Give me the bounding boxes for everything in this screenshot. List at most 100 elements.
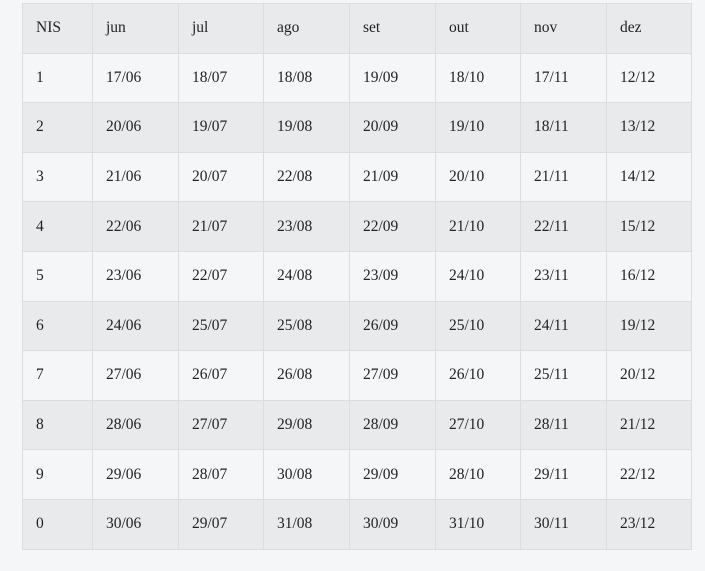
date-cell: 30/11 (520, 498, 607, 550)
date-cell: 31/10 (435, 498, 521, 550)
date-cell: 21/10 (435, 201, 521, 252)
nis-digit-cell: 5 (22, 250, 93, 302)
date-cell: 20/10 (435, 151, 521, 203)
date-cell: 19/07 (178, 102, 264, 153)
date-cell: 30/08 (263, 449, 350, 500)
date-cell: 31/08 (263, 498, 350, 550)
date-cell: 29/09 (349, 449, 436, 500)
date-cell: 27/10 (435, 399, 521, 451)
date-cell: 20/09 (349, 102, 436, 153)
date-cell: 29/11 (520, 449, 607, 500)
column-header: nov (520, 3, 607, 54)
nis-digit-cell: 0 (22, 498, 93, 550)
table-row: 1 17/06 18/07 18/08 19/09 18/10 17/11 12/12 (22, 52, 692, 104)
table-row: 2 20/06 19/07 19/08 20/09 19/10 18/11 13/12 (22, 102, 692, 153)
date-cell: 22/07 (178, 250, 264, 302)
nis-digit-cell: 7 (22, 350, 93, 401)
nis-digit-cell: 1 (22, 52, 93, 104)
date-cell: 26/09 (349, 300, 436, 352)
table-row: 7 27/06 26/07 26/08 27/09 26/10 25/11 20/12 (22, 350, 692, 401)
date-cell: 18/10 (435, 52, 521, 104)
column-header: set (349, 3, 436, 54)
date-cell: 23/12 (606, 498, 692, 550)
nis-digit-cell: 4 (22, 201, 93, 252)
date-cell: 14/12 (606, 151, 692, 203)
nis-digit-cell: 9 (22, 449, 93, 500)
date-cell: 21/06 (92, 151, 179, 203)
date-cell: 21/09 (349, 151, 436, 203)
date-cell: 20/07 (178, 151, 264, 203)
column-header: NIS (22, 3, 93, 54)
date-cell: 19/12 (606, 300, 692, 352)
date-cell: 28/11 (520, 399, 607, 451)
date-cell: 13/12 (606, 102, 692, 153)
date-cell: 21/07 (178, 201, 264, 252)
date-cell: 17/11 (520, 52, 607, 104)
date-cell: 26/07 (178, 350, 264, 401)
date-cell: 27/06 (92, 350, 179, 401)
date-cell: 29/07 (178, 498, 264, 550)
date-cell: 24/11 (520, 300, 607, 352)
date-cell: 23/08 (263, 201, 350, 252)
date-cell: 28/09 (349, 399, 436, 451)
date-cell: 16/12 (606, 250, 692, 302)
date-cell: 22/08 (263, 151, 350, 203)
date-cell: 21/12 (606, 399, 692, 451)
table-row: 6 24/06 25/07 25/08 26/09 25/10 24/11 19/12 (22, 300, 692, 352)
date-cell: 22/06 (92, 201, 179, 252)
nis-digit-cell: 8 (22, 399, 93, 451)
date-cell: 25/11 (520, 350, 607, 401)
date-cell: 25/07 (178, 300, 264, 352)
column-header: ago (263, 3, 350, 54)
table-row: 0 30/06 29/07 31/08 30/09 31/10 30/11 23/12 (22, 498, 692, 550)
nis-digit-cell: 6 (22, 300, 93, 352)
date-cell: 28/10 (435, 449, 521, 500)
column-header: dez (606, 3, 692, 54)
nis-digit-cell: 2 (22, 102, 93, 153)
date-cell: 20/12 (606, 350, 692, 401)
date-cell: 20/06 (92, 102, 179, 153)
column-header: out (435, 3, 521, 54)
date-cell: 23/06 (92, 250, 179, 302)
date-cell: 22/11 (520, 201, 607, 252)
date-cell: 18/08 (263, 52, 350, 104)
date-cell: 23/09 (349, 250, 436, 302)
date-cell: 30/09 (349, 498, 436, 550)
date-cell: 28/06 (92, 399, 179, 451)
date-cell: 18/11 (520, 102, 607, 153)
date-cell: 19/10 (435, 102, 521, 153)
date-cell: 26/08 (263, 350, 350, 401)
table-header-row: NIS jun jul ago set out nov dez (22, 3, 692, 54)
nis-digit-cell: 3 (22, 151, 93, 203)
date-cell: 29/06 (92, 449, 179, 500)
date-cell: 30/06 (92, 498, 179, 550)
column-header: jun (92, 3, 179, 54)
date-cell: 25/08 (263, 300, 350, 352)
table-row: 9 29/06 28/07 30/08 29/09 28/10 29/11 22/12 (22, 449, 692, 500)
date-cell: 15/12 (606, 201, 692, 252)
date-cell: 27/07 (178, 399, 264, 451)
date-cell: 17/06 (92, 52, 179, 104)
date-cell: 25/10 (435, 300, 521, 352)
date-cell: 26/10 (435, 350, 521, 401)
date-cell: 29/08 (263, 399, 350, 451)
date-cell: 19/09 (349, 52, 436, 104)
date-cell: 23/11 (520, 250, 607, 302)
column-header: jul (178, 3, 264, 54)
date-cell: 24/06 (92, 300, 179, 352)
table-row: 4 22/06 21/07 23/08 22/09 21/10 22/11 15/12 (22, 201, 692, 252)
table-row: 8 28/06 27/07 29/08 28/09 27/10 28/11 21/12 (22, 399, 692, 451)
table-row: 5 23/06 22/07 24/08 23/09 24/10 23/11 16/12 (22, 250, 692, 302)
date-cell: 21/11 (520, 151, 607, 203)
date-cell: 28/07 (178, 449, 264, 500)
date-cell: 22/09 (349, 201, 436, 252)
date-cell: 18/07 (178, 52, 264, 104)
nis-payment-calendar-table: NIS jun jul ago set out nov dez 1 17/06 18/07 18/0… (22, 3, 692, 550)
date-cell: 22/12 (606, 449, 692, 500)
date-cell: 12/12 (606, 52, 692, 104)
table-row: 3 21/06 20/07 22/08 21/09 20/10 21/11 14/12 (22, 151, 692, 203)
date-cell: 24/08 (263, 250, 350, 302)
date-cell: 19/08 (263, 102, 350, 153)
date-cell: 27/09 (349, 350, 436, 401)
date-cell: 24/10 (435, 250, 521, 302)
